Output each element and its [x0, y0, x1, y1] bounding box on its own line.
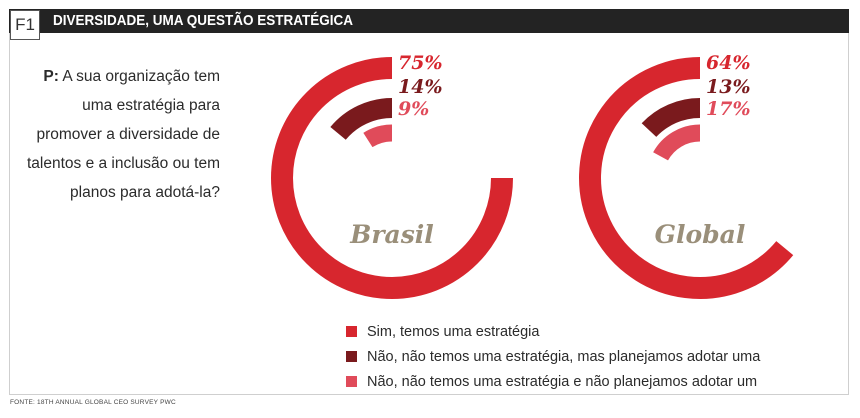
- chart-name-global: Global: [655, 220, 746, 249]
- value-label-brasil-sim: 75%: [398, 52, 443, 74]
- survey-question: P: A sua organização tem uma estratégia …: [20, 62, 220, 207]
- chart-name-brasil: Brasil: [349, 220, 434, 249]
- legend-swatch-sim: [346, 326, 357, 337]
- legend-label-nao: Não, não temos uma estratégia e não plan…: [367, 373, 758, 390]
- source-note: FONTE: 18TH ANNUAL GLOBAL CEO SURVEY PWC: [10, 399, 176, 406]
- value-label-brasil-nao: 9%: [398, 98, 429, 120]
- arc-brasil-nao: [363, 124, 393, 148]
- legend-label-sim: Sim, temos uma estratégia: [367, 323, 540, 340]
- chart-global: 64%13%17% Global: [579, 52, 794, 299]
- arc-brasil-planejamos: [330, 98, 393, 141]
- figure-header-bar: [9, 9, 849, 33]
- legend-label-planejamos: Não, não temos uma estratégia, mas plane…: [367, 348, 761, 365]
- question-lead: P:: [43, 68, 59, 85]
- chart-legend: Sim, temos uma estratégia Não, não temos …: [346, 319, 760, 394]
- arc-global-sim: [579, 57, 794, 299]
- value-label-brasil-planejamos: 14%: [398, 76, 443, 98]
- value-label-global-planejamos: 13%: [706, 76, 751, 98]
- arc-brasil-sim: [271, 57, 513, 299]
- legend-swatch-planejamos: [346, 351, 357, 362]
- question-text: A sua organização tem uma estratégia par…: [26, 68, 220, 201]
- legend-item-planejamos: Não, não temos uma estratégia, mas plane…: [346, 344, 760, 369]
- figure-title: DIVERSIDADE, UMA QUESTÃO ESTRATÉGICA: [53, 12, 354, 29]
- chart-brasil: 75%14%9% Brasil: [271, 52, 513, 299]
- legend-item-sim: Sim, temos uma estratégia: [346, 319, 760, 344]
- value-label-global-sim: 64%: [706, 52, 751, 74]
- legend-item-nao: Não, não temos uma estratégia e não plan…: [346, 369, 760, 394]
- legend-swatch-nao: [346, 376, 357, 387]
- value-label-global-nao: 17%: [706, 98, 751, 120]
- arc-global-planejamos: [641, 98, 701, 138]
- arc-global-nao: [653, 124, 701, 161]
- figure-badge: F1: [10, 10, 40, 40]
